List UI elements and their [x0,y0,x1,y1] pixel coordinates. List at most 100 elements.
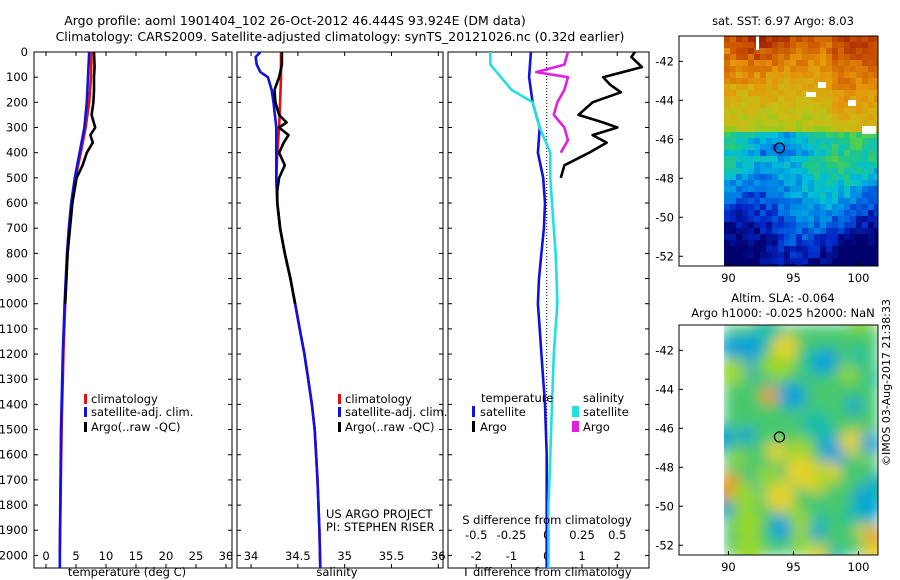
sst-cell [742,114,748,120]
sst-cell [766,174,772,180]
sst-cell [814,186,820,192]
sst-cell [772,198,778,204]
sst-cell [784,90,790,96]
sst-cell [814,234,820,240]
sst-cell [730,60,736,66]
sst-cell [862,210,868,216]
sla-blob [841,506,861,525]
sst-cell [772,180,778,186]
sst-cell [796,72,802,78]
x2-tick-label: -0.5 [465,528,487,542]
sst-cell [868,66,874,72]
sst-cell [748,162,754,168]
sst-cell [808,132,814,138]
sst-cell [862,174,868,180]
sst-cell [856,210,862,216]
sst-cell [742,102,748,108]
sst-cell [778,114,784,120]
sst-cell [730,102,736,108]
depth-tick-label: 300 [6,121,28,135]
sst-cell [724,204,730,210]
sst-cell [808,192,814,198]
sst-cell [754,138,760,144]
sst-cell [730,36,736,42]
sst-cell [790,60,796,66]
sst-cell [820,126,826,132]
sst-cell [790,192,796,198]
sst-cell [772,132,778,138]
sst-cell [838,240,844,246]
sst-cell [856,42,862,48]
sst-cell [802,234,808,240]
sst-cell [832,174,838,180]
sla-blob [849,348,868,367]
sst-cell [814,222,820,228]
sst-cell [742,120,748,126]
x-tick-label: 20 [159,549,174,563]
sst-cell [742,108,748,114]
sst-cell [724,132,730,138]
sst-cell [784,216,790,222]
sst-cell [778,264,784,266]
sst-cell [772,204,778,210]
sst-cell [778,192,784,198]
sst-cell [850,204,856,210]
x-tick-label: 0 [42,549,49,563]
sst-cell [808,114,814,120]
sst-cell [832,156,838,162]
sst-missing-cell [848,100,856,106]
sst-cell [796,174,802,180]
sst-cell [760,162,766,168]
sst-cell [784,192,790,198]
sst-cell [784,84,790,90]
sst-cell [832,246,838,252]
sst-cell [796,84,802,90]
sst-cell [814,66,820,72]
sst-cell [748,264,754,266]
sst-cell [802,114,808,120]
sst-cell [778,246,784,252]
sst-cell [874,114,878,120]
sst-cell [808,210,814,216]
sst-cell [796,48,802,54]
sst-cell [778,198,784,204]
sst-cell [760,36,766,42]
sst-cell [760,48,766,54]
sst-cell [832,150,838,156]
sst-cell [802,96,808,102]
sst-cell [862,162,868,168]
x-tick-label: 25 [189,549,204,563]
sst-cell [850,90,856,96]
sst-cell [868,90,874,96]
map-y-tick-label: -44 [655,93,674,107]
sst-cell [826,120,832,126]
sst-cell [844,48,850,54]
sst-cell [790,180,796,186]
sst-cell [730,216,736,222]
depth-tick-label: 1700 [0,473,28,487]
sst-cell [754,264,760,266]
sst-cell [736,222,742,228]
sst-cell [802,252,808,258]
sst-cell [790,126,796,132]
sst-cell [754,96,760,102]
sst-cell [766,228,772,234]
sst-cell [862,240,868,246]
sst-cell [832,168,838,174]
sst-cell [862,222,868,228]
sst-cell [820,96,826,102]
legend-swatch-argo [84,422,87,432]
sst-cell [796,186,802,192]
legend-label-s-satellite: satellite [583,405,629,419]
sst-cell [766,210,772,216]
sst-cell [748,72,754,78]
sst-cell [850,222,856,228]
sst-cell [772,234,778,240]
sla-blob [824,545,845,555]
sst-cell [820,168,826,174]
sst-cell [796,102,802,108]
temperature-axes [33,51,233,569]
sst-cell [850,228,856,234]
sst-cell [784,138,790,144]
sst-cell [808,66,814,72]
